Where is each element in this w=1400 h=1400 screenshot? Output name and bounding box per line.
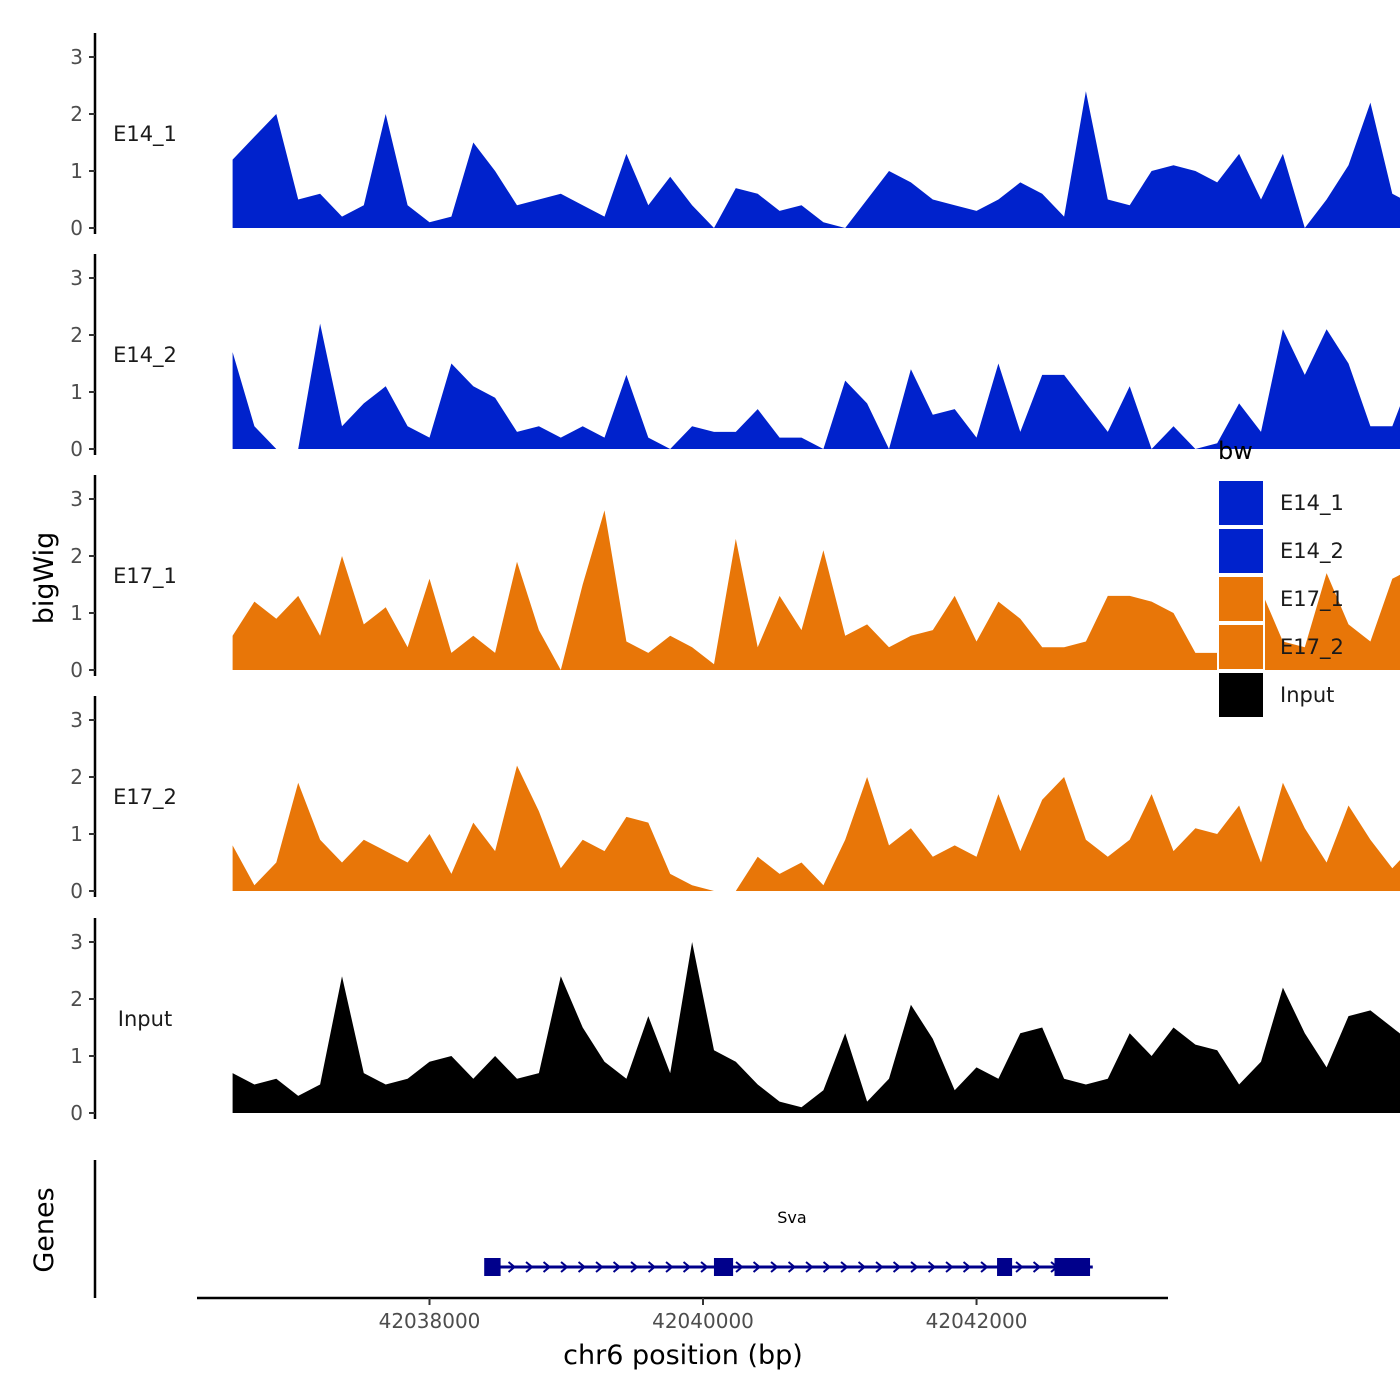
y-tick-label: 2 xyxy=(70,323,83,347)
legend-swatch-e14-2 xyxy=(1217,527,1265,575)
y-tick-label: 3 xyxy=(70,45,83,69)
y-tick-label: 0 xyxy=(70,879,83,903)
gene-panel: Sva xyxy=(93,1160,1093,1298)
y-tick-label: 3 xyxy=(70,708,83,732)
track-label: E14_2 xyxy=(113,343,177,368)
strand-arrow xyxy=(665,1261,674,1273)
track-panel-e14-1: 0 1 2 3 E14_1 xyxy=(70,33,1400,240)
legend-label: E14_2 xyxy=(1280,539,1344,564)
strand-arrow xyxy=(822,1261,832,1273)
signal-area-e17-2 xyxy=(232,765,1400,891)
strand-arrow xyxy=(577,1261,587,1273)
legend-label: Input xyxy=(1280,683,1334,707)
y-tick-label: 2 xyxy=(70,544,83,568)
x-tick-label: 42038000 xyxy=(379,1309,481,1333)
y-tick-label: 3 xyxy=(70,266,83,290)
strand-arrow xyxy=(770,1261,779,1273)
strand-arrow xyxy=(542,1261,552,1273)
signal-area-e14-1 xyxy=(232,91,1400,228)
gene-exon xyxy=(997,1258,1013,1276)
x-tick-label: 42042000 xyxy=(926,1309,1028,1333)
strand-arrow xyxy=(945,1261,954,1273)
strand-arrow xyxy=(700,1261,709,1273)
track-label: Input xyxy=(118,1007,172,1031)
track-label: E17_2 xyxy=(113,785,177,810)
strand-arrow xyxy=(1015,1261,1024,1273)
strand-arrow xyxy=(787,1261,797,1273)
y-tick-label: 3 xyxy=(70,487,83,511)
strand-arrow xyxy=(647,1261,657,1273)
legend-swatch-e17-2 xyxy=(1217,623,1265,671)
track-panels: 0 1 2 3 E14_1 0 1 2 3 E14_2 0 1 2 3 E17_1 0 1 2 3 E17_2 0 1 2 3… xyxy=(70,33,1400,1125)
strand-arrow xyxy=(1032,1261,1042,1273)
strand-arrow xyxy=(612,1261,622,1273)
y-tick-label: 1 xyxy=(70,1044,83,1068)
strand-arrow xyxy=(595,1261,604,1273)
signal-area-input xyxy=(232,942,1400,1113)
gene-exon xyxy=(484,1258,501,1276)
y-tick-label: 0 xyxy=(70,216,83,240)
legend-label: E17_2 xyxy=(1280,635,1344,660)
legend-label: E14_1 xyxy=(1280,491,1344,516)
strand-arrow xyxy=(980,1261,989,1273)
strand-arrow xyxy=(875,1261,884,1273)
legend-label: E17_1 xyxy=(1280,587,1344,612)
gene-exon xyxy=(713,1258,734,1276)
x-axis: 42038000 42040000 42042000 xyxy=(197,1296,1168,1333)
strand-arrow xyxy=(735,1261,744,1273)
strand-arrow xyxy=(892,1261,902,1273)
gene-label: Sva xyxy=(777,1208,806,1227)
y-tick-label: 1 xyxy=(70,822,83,846)
strand-arrow xyxy=(840,1261,849,1273)
strand-arrow xyxy=(507,1261,517,1273)
gene-exon xyxy=(1054,1258,1091,1276)
x-axis-title: chr6 position (bp) xyxy=(563,1340,803,1371)
legend-title: bw xyxy=(1218,437,1253,465)
track-label: E17_1 xyxy=(113,564,177,589)
y-tick-label: 0 xyxy=(70,1101,83,1125)
y-tick-label: 2 xyxy=(70,765,83,789)
y-tick-label: 2 xyxy=(70,987,83,1011)
legend-swatch-e17-1 xyxy=(1217,575,1265,623)
y-tick-label: 1 xyxy=(70,380,83,404)
track-label: E14_1 xyxy=(113,122,177,147)
y-tick-label: 0 xyxy=(70,437,83,461)
track-panel-e17-1: 0 1 2 3 E17_1 xyxy=(70,475,1400,682)
legend-swatch-input xyxy=(1217,671,1265,719)
x-tick-label: 42040000 xyxy=(652,1309,754,1333)
strand-arrow xyxy=(927,1261,937,1273)
signal-area-e14-2 xyxy=(232,323,1400,449)
strand-arrow xyxy=(752,1261,762,1273)
legend: bw E14_1 E14_2 E17_1 E17_2 Input xyxy=(1217,437,1344,719)
y-tick-label: 3 xyxy=(70,930,83,954)
legend-swatch-e14-1 xyxy=(1217,479,1265,527)
strand-arrow xyxy=(525,1261,534,1273)
strand-arrow xyxy=(630,1261,639,1273)
strand-arrow xyxy=(805,1261,814,1273)
strand-arrow xyxy=(560,1261,569,1273)
strand-arrow xyxy=(962,1261,972,1273)
track-panel-e17-2: 0 1 2 3 E17_2 xyxy=(70,696,1400,903)
genes-axis-title: Genes xyxy=(29,1187,60,1272)
track-panel-input: 0 1 2 3 Input xyxy=(70,918,1400,1125)
strand-arrow xyxy=(857,1261,867,1273)
strand-arrow xyxy=(910,1261,919,1273)
y-tick-label: 1 xyxy=(70,159,83,183)
strand-arrow xyxy=(682,1261,692,1273)
y-tick-label: 1 xyxy=(70,601,83,625)
y-tick-label: 2 xyxy=(70,102,83,126)
signal-area-e17-1 xyxy=(232,510,1400,670)
y-tick-label: 0 xyxy=(70,658,83,682)
y-axis-title: bigWig xyxy=(29,532,60,625)
track-panel-e14-2: 0 1 2 3 E14_2 xyxy=(70,254,1400,461)
